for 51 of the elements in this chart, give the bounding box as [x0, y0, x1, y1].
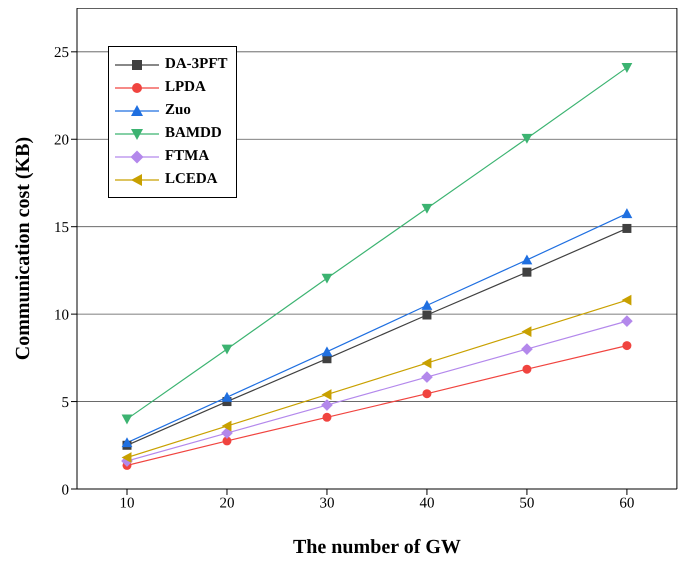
- point: [622, 63, 632, 73]
- point: [222, 344, 232, 354]
- y-tick-label: 10: [54, 307, 69, 324]
- point: [521, 343, 533, 355]
- y-tick-label: 0: [62, 482, 69, 498]
- point: [422, 300, 432, 310]
- legend-label: Zuo: [165, 102, 191, 119]
- y-axis-title: Communication cost (KB): [12, 136, 34, 360]
- legend-label: DA-3PFT: [165, 56, 228, 73]
- point: [522, 364, 532, 374]
- x-tick-label: 40: [419, 496, 434, 512]
- point: [622, 294, 632, 306]
- legend-label: BAMDD: [165, 125, 222, 142]
- x-tick-label: 60: [619, 496, 634, 512]
- point: [522, 134, 532, 144]
- point: [221, 427, 233, 439]
- point: [222, 420, 232, 432]
- point: [322, 274, 332, 284]
- point: [622, 208, 632, 218]
- legend-label: LPDA: [165, 79, 206, 96]
- y-tick-label: 15: [54, 220, 69, 236]
- point: [622, 341, 632, 350]
- point: [321, 399, 333, 411]
- x-tick-label: 30: [319, 496, 334, 512]
- point: [222, 436, 232, 446]
- point: [422, 389, 432, 398]
- x-axis-title: The number of GW: [292, 536, 461, 558]
- point: [621, 315, 633, 327]
- point: [622, 224, 632, 233]
- x-tick-label: 10: [119, 496, 134, 512]
- legend-label: LCEDA: [165, 171, 218, 188]
- point: [421, 371, 433, 383]
- y-tick-label: 20: [54, 132, 69, 149]
- point: [522, 268, 532, 277]
- legend-label: FTMA: [165, 148, 210, 165]
- point: [222, 392, 232, 402]
- point: [522, 254, 532, 264]
- point: [422, 310, 432, 320]
- point: [422, 204, 432, 214]
- point: [422, 358, 432, 368]
- point: [122, 414, 132, 424]
- point: [322, 389, 332, 400]
- x-tick-label: 20: [219, 496, 234, 512]
- point: [122, 437, 132, 448]
- x-tick-label: 50: [519, 496, 534, 512]
- point: [322, 346, 332, 356]
- point: [122, 452, 132, 463]
- y-tick-label: 5: [62, 394, 69, 411]
- point: [322, 412, 332, 422]
- point: [522, 326, 532, 338]
- y-tick-label: 25: [54, 45, 69, 62]
